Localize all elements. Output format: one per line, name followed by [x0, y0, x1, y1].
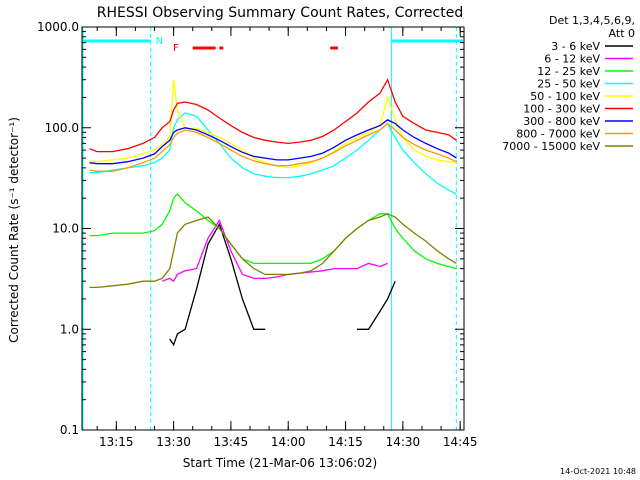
- series-lines: [89, 78, 457, 347]
- x-tick-label: 14:45: [443, 435, 478, 449]
- y-axis-label: Corrected Count Rate (s⁻¹ detector⁻¹): [7, 117, 21, 343]
- y-axis-label-text: Corrected Count Rate: [7, 213, 21, 343]
- legend-label: 800 - 7000 keV: [516, 128, 600, 141]
- series-line-100-300-keV: [89, 78, 457, 153]
- y-tick-label: 1000.0: [37, 20, 79, 34]
- y-tick-label: 0.1: [60, 423, 79, 437]
- series-line-7000-15000-keV: [89, 213, 457, 289]
- x-tick-label: 13:15: [99, 435, 134, 449]
- chart-title: RHESSI Observing Summary Count Rates, Co…: [97, 5, 463, 21]
- series-line-12-25-keV: [89, 193, 457, 270]
- x-axis: 13:15 13:30 13:45 14:00 14:15 14:30 14:45: [96, 27, 478, 449]
- night-label: N: [156, 36, 163, 47]
- y-tick-label: 10.0: [52, 222, 79, 236]
- overlay-layer: NF: [82, 27, 463, 430]
- legend-label: 50 - 100 keV: [530, 90, 600, 103]
- legend-header-2: Att 0: [609, 27, 635, 40]
- series-line-3-6-keV: [169, 222, 396, 347]
- legend-label: 6 - 12 keV: [544, 53, 600, 66]
- x-tick-label: 13:30: [156, 435, 191, 449]
- y-axis-label-units: (s⁻¹ detector⁻¹): [7, 117, 21, 209]
- flare-label: F: [173, 43, 179, 54]
- legend-label: 25 - 50 keV: [537, 78, 600, 91]
- legend-label: 300 - 800 keV: [523, 115, 600, 128]
- series-line-25-50-keV: [89, 112, 457, 195]
- x-tick-label: 14:30: [386, 435, 421, 449]
- series-line-50-100-keV: [89, 79, 457, 169]
- x-tick-label: 14:00: [271, 435, 306, 449]
- footer-date: 14-Oct-2021 10:48: [560, 467, 636, 476]
- series-line-800-7000-keV: [89, 122, 457, 172]
- legend-label: 12 - 25 keV: [537, 65, 600, 78]
- x-axis-label: Start Time (21-Mar-06 13:06:02): [183, 456, 377, 470]
- plot-frame: [81, 26, 465, 431]
- legend-header-1: Det 1,3,4,5,6,9,: [549, 14, 635, 27]
- y-tick-label: 1.0: [60, 322, 79, 336]
- series-line-300-800-keV: [89, 119, 457, 165]
- series-line-6-12-keV: [161, 219, 388, 283]
- legend-label: 7000 - 15000 keV: [502, 140, 600, 153]
- x-tick-label: 13:45: [214, 435, 249, 449]
- y-tick-label: 100.0: [45, 121, 79, 135]
- x-tick-label: 14:15: [328, 435, 363, 449]
- legend-label: 3 - 6 keV: [551, 40, 600, 53]
- legend-label: 100 - 300 keV: [523, 103, 600, 116]
- y-axis: 0.1 1.0 10.0 100.0 1000.0: [37, 20, 464, 437]
